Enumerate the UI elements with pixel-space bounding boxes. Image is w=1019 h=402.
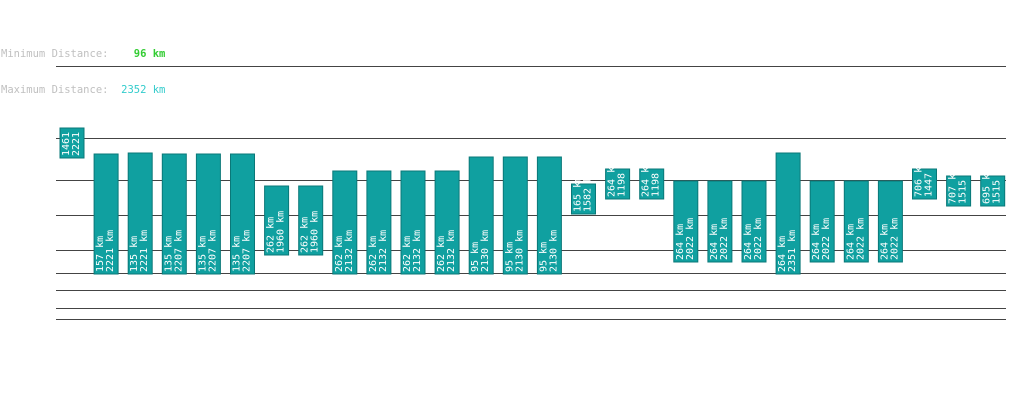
maximum-distance-value: 2352 km [121, 84, 166, 96]
bar-label: 1582 km [583, 170, 594, 212]
bar-label: 1198 km [651, 155, 662, 197]
minimum-distance-row: Minimum Distance: 96 km [1, 48, 165, 60]
bar-label: 2022 km [889, 218, 900, 260]
bar-label: 1960 km [276, 211, 287, 253]
distance-bar [93, 153, 119, 275]
bar-label: 264 km [811, 224, 822, 260]
bar-label: 264 km [641, 161, 652, 197]
minimum-distance-value: 96 km [133, 48, 166, 60]
distance-bar [639, 168, 665, 200]
distance-bar [127, 152, 153, 275]
bar-label: 2207 km [242, 230, 253, 272]
distance-bar [946, 175, 972, 207]
bar-label: 2221 km [105, 230, 116, 272]
bar-label: 264 km [845, 224, 856, 260]
bar-label: 2351 km [787, 230, 798, 272]
bar-label: 157 km [95, 236, 106, 272]
bar-label: 135 km [129, 236, 140, 272]
bar-label: 95 km [538, 242, 549, 272]
bar-label: 2207 km [173, 230, 184, 272]
distance-bar [434, 170, 460, 275]
distance-bar [400, 170, 426, 275]
minimum-distance-label: Minimum Distance: [1, 48, 109, 60]
distance-bar [741, 180, 767, 263]
distance-bar [536, 156, 562, 275]
bar-label: 2132 km [412, 230, 423, 272]
distance-bar [605, 168, 631, 200]
distance-bar [775, 152, 801, 275]
bar-label: 165 km [573, 176, 584, 212]
distance-bar [571, 183, 596, 215]
bar-label: 1461 [61, 132, 72, 156]
bar-label: 264 km [709, 224, 720, 260]
distance-bar [809, 180, 835, 263]
bar-label: 2207 km [207, 230, 218, 272]
distance-bar [843, 180, 869, 263]
bar-label: 135 km [163, 236, 174, 272]
bar-label: 707 km [948, 168, 959, 204]
bar-label: 262 km [300, 217, 311, 253]
bar-label: 2132 km [446, 230, 457, 272]
bar-label: 2132 km [378, 230, 389, 272]
bar-label: 95 km [470, 242, 481, 272]
distance-bar [877, 180, 903, 263]
bar-label: 262 km [266, 217, 277, 253]
bar-label: 2221 km [139, 230, 150, 272]
maximum-distance-row: Maximum Distance: 2352 km [1, 84, 165, 96]
distance-bar [264, 185, 290, 256]
bar-label: 1515 km [992, 162, 1003, 204]
distance-bar [298, 185, 324, 256]
bar-label: 2022 km [719, 218, 730, 260]
bar-label: 695 km [982, 168, 993, 204]
bar-label: 706 km [914, 161, 925, 197]
bar-label: 262 km [402, 236, 413, 272]
bar-label: 2221 [71, 132, 82, 156]
bar-label: 1447 km [924, 155, 935, 197]
distance-bar [195, 153, 221, 275]
bar-label: 262 km [334, 236, 345, 272]
bar-label: 1515 km [958, 162, 969, 204]
bar-label: 2022 km [685, 218, 696, 260]
distance-bar [161, 153, 187, 275]
bar-label: 2022 km [753, 218, 764, 260]
bar-label: 135 km [232, 236, 243, 272]
distance-bar [332, 170, 358, 275]
distance-bar [59, 127, 85, 159]
maximum-distance-label: Maximum Distance: [1, 84, 109, 96]
bar-label: 264 km [675, 224, 686, 260]
distance-bar [366, 170, 392, 275]
bar-label: 95 km [504, 242, 515, 272]
bar-label: 2022 km [821, 218, 832, 260]
distance-bar [468, 156, 494, 275]
bar-label: 2130 km [514, 230, 525, 272]
distance-bar [912, 168, 937, 200]
bar-label: 1198 km [617, 155, 628, 197]
bar-label: 1960 km [310, 211, 321, 253]
bar-label: 262 km [368, 236, 379, 272]
bar-label: 264 km [879, 224, 890, 260]
bar-label: 135 km [197, 236, 208, 272]
bar-label: 264 km [777, 236, 788, 272]
distance-bar [707, 180, 733, 263]
bar-label: 262 km [436, 236, 447, 272]
bar-label: 2130 km [480, 230, 491, 272]
distance-bar [502, 156, 528, 275]
distance-bar [980, 175, 1006, 207]
distance-bar [230, 153, 255, 275]
bar-label: 264 km [607, 161, 618, 197]
bar-label: 2130 km [548, 230, 559, 272]
bar-label: 2022 km [855, 218, 866, 260]
bar-label: 264 km [743, 224, 754, 260]
distance-legend: Minimum Distance: 96 km Maximum Distance… [1, 24, 165, 108]
distance-bar [673, 180, 699, 263]
bar-label: 2132 km [344, 230, 355, 272]
